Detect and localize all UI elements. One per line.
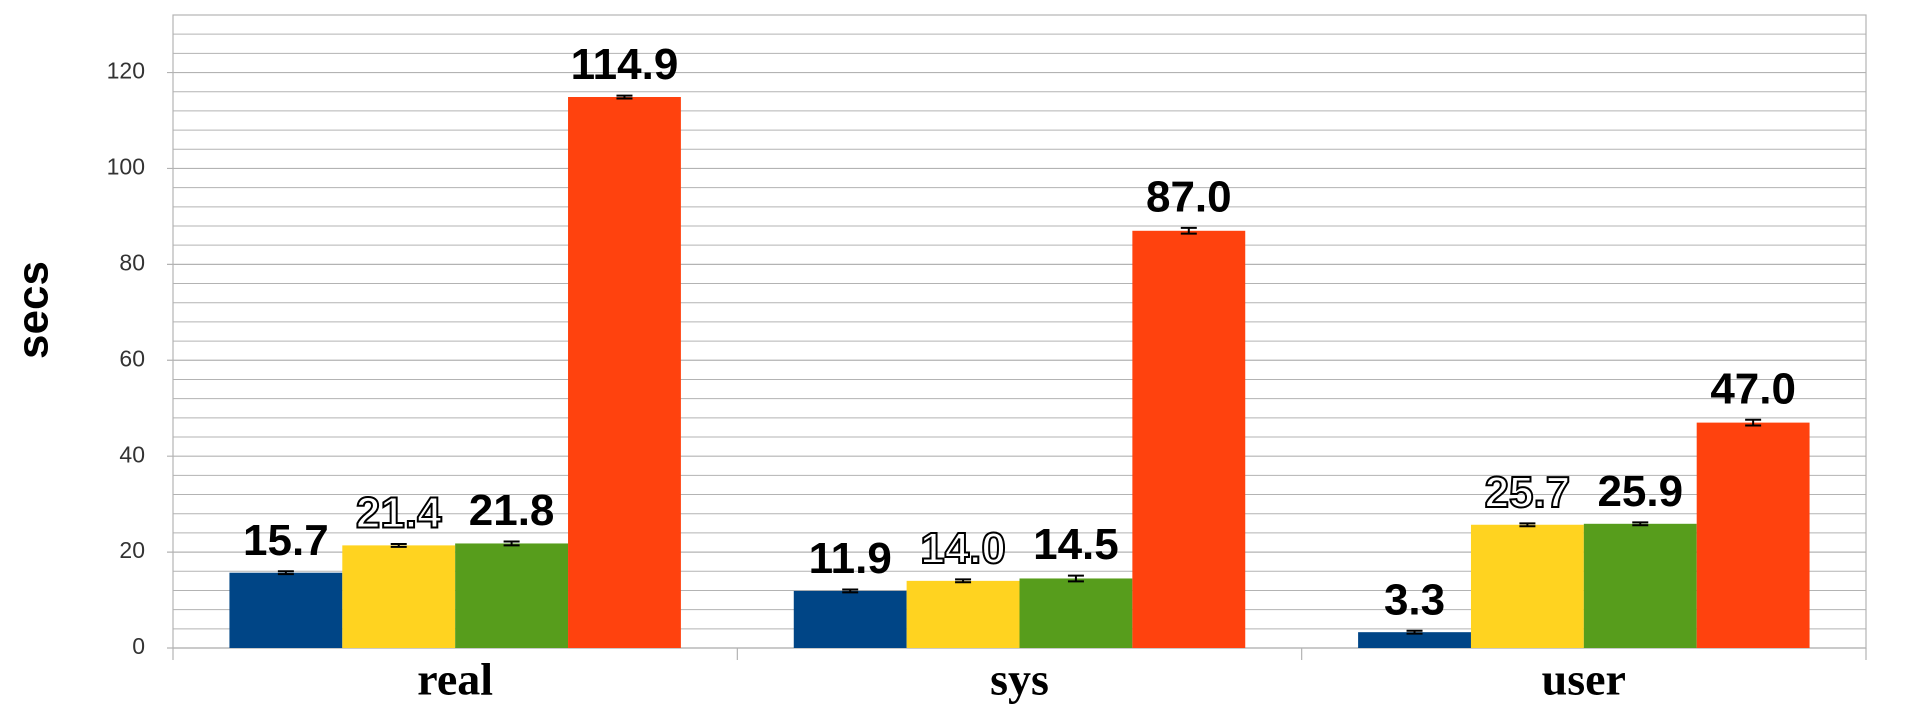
error-bar	[503, 540, 520, 547]
bar	[568, 97, 681, 649]
y-axis-label: secs	[9, 261, 58, 359]
x-tick-label: sys	[990, 654, 1049, 705]
x-tick-label: real	[417, 654, 493, 705]
y-tick-label: 40	[119, 441, 145, 467]
data-label: 14.0	[920, 524, 1006, 573]
data-label: 25.7	[1485, 468, 1571, 517]
error-bar	[1067, 574, 1084, 583]
y-tick-label: 120	[107, 58, 145, 84]
data-label: 114.9	[571, 40, 679, 89]
bar	[1470, 524, 1584, 648]
data-label: 14.5	[1033, 520, 1119, 569]
error-bar	[842, 588, 859, 594]
error-bar	[277, 570, 294, 576]
bar	[793, 590, 907, 648]
error-bar	[1180, 226, 1197, 235]
data-label: 87.0	[1146, 173, 1232, 222]
data-label: 21.8	[469, 486, 555, 535]
bar	[1358, 632, 1471, 648]
data-label: 15.7	[243, 516, 329, 565]
bar	[906, 580, 1020, 648]
bar	[1132, 230, 1246, 648]
y-tick-label: 0	[132, 633, 145, 659]
bar	[455, 543, 569, 648]
data-label: 25.9	[1597, 467, 1683, 516]
bar	[1019, 578, 1133, 648]
error-bar	[390, 542, 407, 548]
error-bar	[1745, 418, 1762, 427]
bar	[342, 545, 456, 648]
data-label: 21.4	[356, 489, 442, 538]
data-label: 47.0	[1710, 364, 1796, 413]
y-tick-label: 80	[119, 249, 145, 275]
y-tick-label: 20	[119, 537, 145, 563]
error-bar	[955, 578, 972, 584]
error-bar	[1406, 629, 1423, 635]
bar	[1696, 422, 1810, 648]
error-bar	[1632, 521, 1649, 527]
bar	[229, 572, 343, 648]
bar	[1583, 523, 1697, 648]
error-bar	[1519, 522, 1536, 528]
data-label: 11.9	[809, 534, 892, 583]
data-label: 3.3	[1384, 575, 1445, 624]
error-bar	[616, 94, 633, 100]
x-tick-label: user	[1542, 654, 1626, 705]
y-tick-label: 100	[107, 154, 145, 180]
y-tick-label: 60	[119, 345, 145, 371]
